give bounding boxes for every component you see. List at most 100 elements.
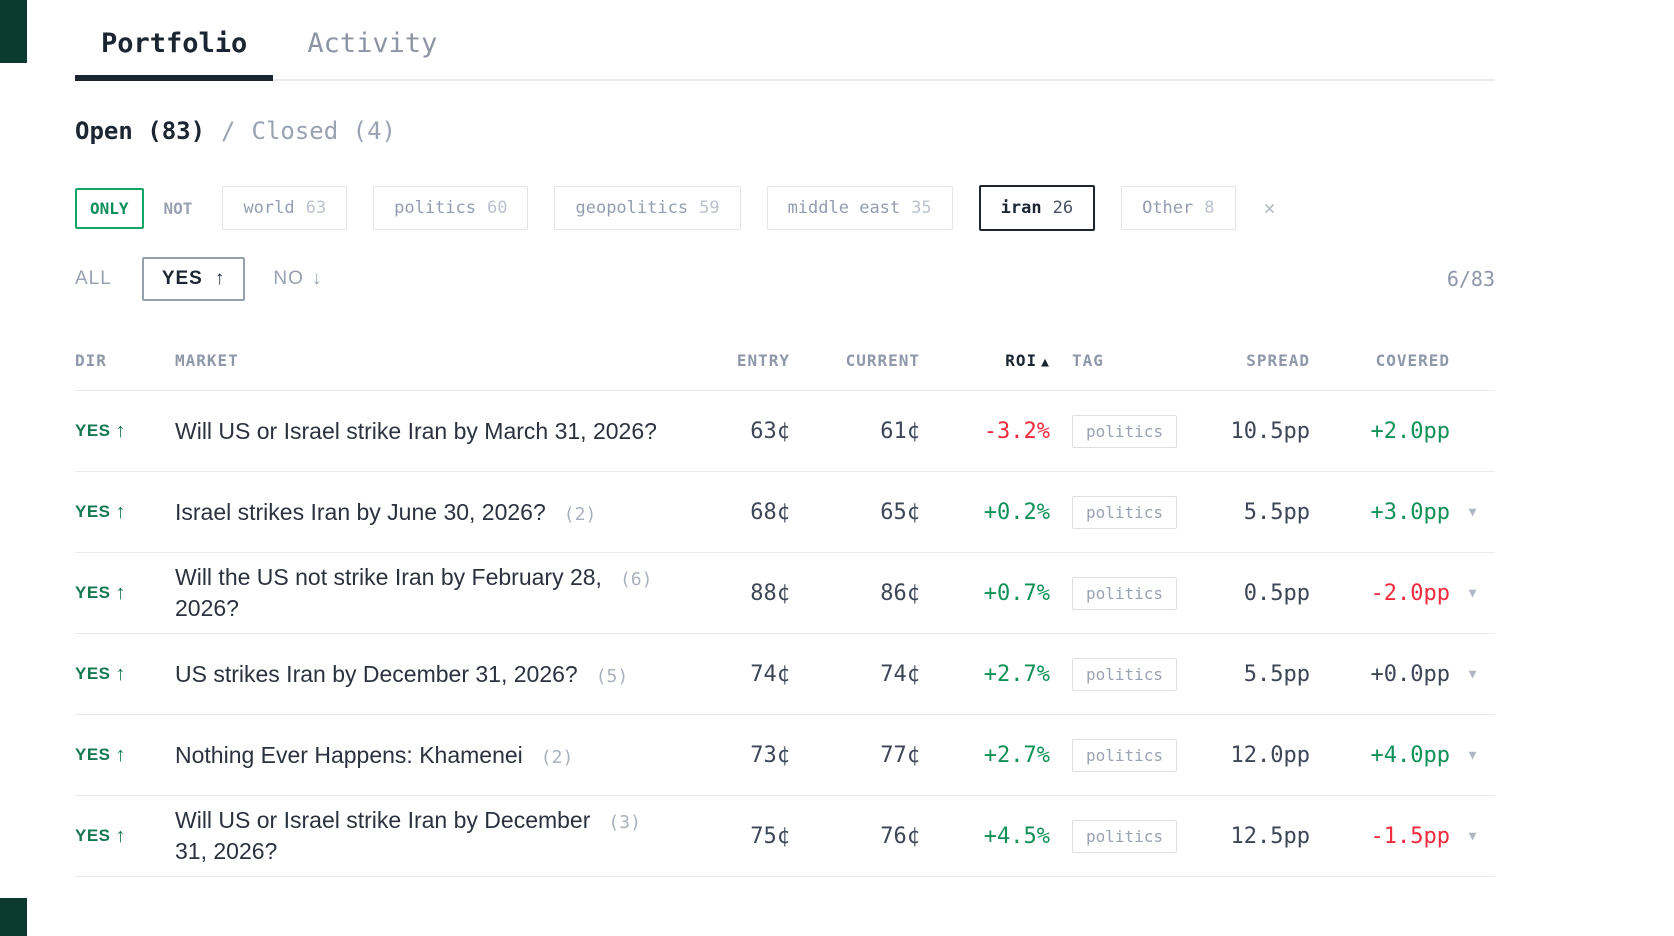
direction-up-arrow-icon: ↑ xyxy=(115,581,126,604)
header-entry[interactable]: ENTRY xyxy=(736,351,790,370)
header-market[interactable]: MARKET xyxy=(175,351,239,370)
market-title[interactable]: Will the US not strike Iran by February … xyxy=(175,564,602,621)
tag-chip-list: world 63 politics 60 geopolitics 59 middle eas… xyxy=(222,185,1236,231)
expand-chevron-icon[interactable]: ▼ xyxy=(1468,585,1477,601)
direction-yes-label: YES xyxy=(75,502,111,521)
tag-filter-chip-politics[interactable]: politics 60 xyxy=(373,186,529,230)
chip-label: politics xyxy=(394,198,476,218)
covered-value: -1.5pp xyxy=(1370,823,1450,849)
table-row[interactable]: YES ↑ Will the US not strike Iran by Feb… xyxy=(75,553,1495,634)
filter-all-button[interactable]: ALL xyxy=(75,268,112,289)
roi-value: +2.7% xyxy=(983,742,1050,768)
table-row[interactable]: YES ↑ Will US or Israel strike Iran by D… xyxy=(75,796,1495,877)
direction-up-arrow-icon: ↑ xyxy=(115,500,126,523)
tag-chip[interactable]: politics xyxy=(1072,657,1178,691)
market-cell[interactable]: Nothing Ever Happens: Khamenei (2) xyxy=(175,740,705,771)
tag-cell: politics xyxy=(1050,657,1225,691)
direction-yes-label: YES xyxy=(75,583,111,602)
tag-cell: politics xyxy=(1050,495,1225,529)
expand-chevron-icon[interactable]: ▼ xyxy=(1468,828,1477,844)
filter-mode-not-button[interactable]: NOT xyxy=(163,198,193,218)
table-row[interactable]: YES ↑ Nothing Ever Happens: Khamenei (2)… xyxy=(75,715,1495,796)
filter-yes-label: YES xyxy=(161,268,203,289)
tab-portfolio[interactable]: Portfolio xyxy=(75,16,274,81)
market-position-count: (6) xyxy=(619,569,653,590)
spread-value: 5.5pp xyxy=(1243,661,1310,687)
header-spread[interactable]: SPREAD xyxy=(1246,351,1310,370)
direction-cell: YES ↑ xyxy=(75,663,175,686)
tag-filter-bar: ONLY NOT world 63 politics 60 geopolitics 59 m… xyxy=(75,185,1495,231)
portfolio-page: Portfolio Activity Open (83) / Closed (4… xyxy=(75,16,1495,877)
market-title[interactable]: Will US or Israel strike Iran by March 3… xyxy=(175,417,657,444)
results-counter: 6/83 xyxy=(1446,267,1495,291)
header-covered[interactable]: COVERED xyxy=(1375,351,1450,370)
market-cell[interactable]: Will US or Israel strike Iran by Decembe… xyxy=(175,805,705,867)
covered-value: +3.0pp xyxy=(1370,499,1450,525)
left-edge-panel-bottom xyxy=(0,898,27,936)
tab-activity[interactable]: Activity xyxy=(307,28,438,59)
header-roi-sort-active[interactable]: ROI ▲ xyxy=(920,351,1050,370)
tag-chip[interactable]: politics xyxy=(1072,819,1178,853)
entry-value: 88¢ xyxy=(750,580,790,606)
filter-mode-only-button[interactable]: ONLY xyxy=(75,187,144,229)
filter-yes-button[interactable]: YES ↑ xyxy=(141,257,246,301)
chip-count: 63 xyxy=(305,198,327,218)
market-cell[interactable]: US strikes Iran by December 31, 2026? (5… xyxy=(175,659,705,690)
tag-filter-chip-other[interactable]: Other 8 xyxy=(1121,186,1236,230)
spread-value: 0.5pp xyxy=(1243,580,1310,606)
expand-chevron-icon[interactable]: ▼ xyxy=(1468,747,1477,763)
tag-filter-chip-iran[interactable]: iran 26 xyxy=(978,185,1096,231)
tag-chip[interactable]: politics xyxy=(1072,576,1178,610)
market-cell[interactable]: Will US or Israel strike Iran by March 3… xyxy=(175,416,705,447)
market-cell[interactable]: Israel strikes Iran by June 30, 2026? (2… xyxy=(175,497,705,528)
closed-positions-toggle[interactable]: Closed (4) xyxy=(251,117,397,145)
table-row[interactable]: YES ↑ Will US or Israel strike Iran by M… xyxy=(75,391,1495,472)
market-title[interactable]: US strikes Iran by December 31, 2026? xyxy=(175,660,578,687)
tag-filter-chip-world[interactable]: world 63 xyxy=(222,186,348,230)
chip-count: 26 xyxy=(1052,198,1074,218)
filter-no-button[interactable]: NO ↓ xyxy=(273,268,322,290)
spread-value: 12.5pp xyxy=(1230,823,1310,849)
roi-value: +0.2% xyxy=(983,499,1050,525)
sort-ascending-icon: ▲ xyxy=(1041,355,1050,370)
expand-chevron-icon[interactable]: ▼ xyxy=(1468,504,1477,520)
tag-cell: politics xyxy=(1050,576,1225,610)
direction-yes-label: YES xyxy=(75,421,111,440)
market-title[interactable]: Israel strikes Iran by June 30, 2026? xyxy=(175,498,546,525)
direction-yes-label: YES xyxy=(75,745,111,764)
tag-chip[interactable]: politics xyxy=(1072,738,1178,772)
covered-value: +2.0pp xyxy=(1370,418,1450,444)
header-current[interactable]: CURRENT xyxy=(845,351,920,370)
covered-value: -2.0pp xyxy=(1370,580,1450,606)
current-value: 74¢ xyxy=(880,661,920,687)
table-header-row: DIR MARKET ENTRY CURRENT ROI ▲ TAG SPREAD… xyxy=(75,351,1495,391)
table-row[interactable]: YES ↑ Israel strikes Iran by June 30, 20… xyxy=(75,472,1495,553)
expand-chevron-icon[interactable]: ▼ xyxy=(1468,666,1477,682)
tag-filter-chip-middle-east[interactable]: middle east 35 xyxy=(766,186,953,230)
direction-up-arrow-icon: ↑ xyxy=(115,824,126,847)
spread-value: 10.5pp xyxy=(1230,418,1310,444)
table-row[interactable]: YES ↑ US strikes Iran by December 31, 20… xyxy=(75,634,1495,715)
tag-chip[interactable]: politics xyxy=(1072,495,1178,529)
tag-cell: politics xyxy=(1050,819,1225,853)
toggle-separator: / xyxy=(221,117,236,145)
direction-cell: YES ↑ xyxy=(75,825,175,848)
direction-sort-bar: ALL YES ↑ NO ↓ 6/83 xyxy=(75,257,1495,301)
clear-filter-icon[interactable]: × xyxy=(1263,196,1276,220)
current-value: 61¢ xyxy=(880,418,920,444)
header-tag[interactable]: TAG xyxy=(1072,351,1104,370)
chip-label: world xyxy=(243,198,295,218)
entry-value: 75¢ xyxy=(750,823,790,849)
current-value: 65¢ xyxy=(880,499,920,525)
tag-filter-chip-geopolitics[interactable]: geopolitics 59 xyxy=(554,186,741,230)
open-positions-toggle[interactable]: Open (83) xyxy=(75,117,206,145)
chip-count: 35 xyxy=(911,198,932,218)
market-position-count: (2) xyxy=(563,503,597,525)
market-title[interactable]: Nothing Ever Happens: Khamenei xyxy=(175,741,523,768)
tag-chip[interactable]: politics xyxy=(1072,414,1178,448)
market-position-count: (5) xyxy=(595,665,629,687)
market-cell[interactable]: Will the US not strike Iran by February … xyxy=(175,562,705,624)
market-title[interactable]: Will US or Israel strike Iran by Decembe… xyxy=(175,807,591,864)
tag-cell: politics xyxy=(1050,414,1225,448)
header-dir[interactable]: DIR xyxy=(75,351,107,370)
